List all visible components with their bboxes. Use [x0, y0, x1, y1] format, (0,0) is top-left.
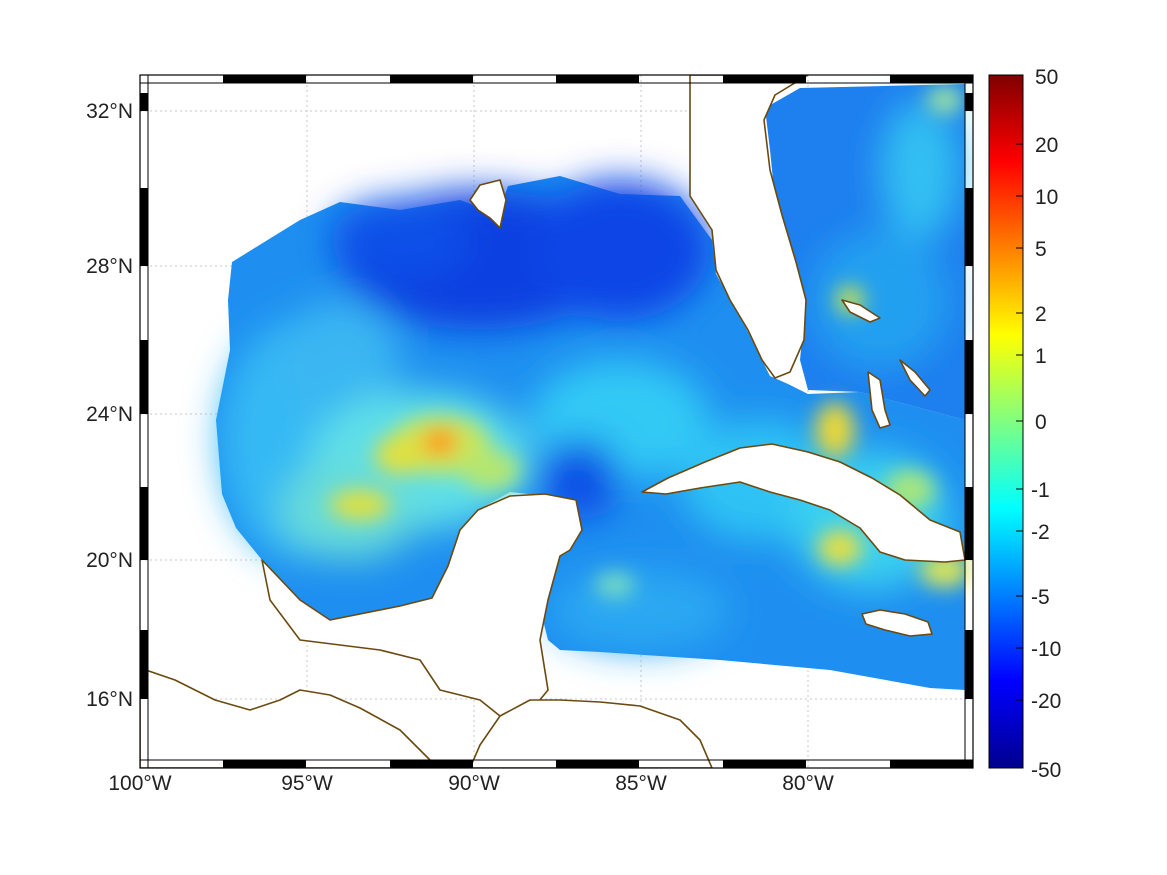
central-america [140, 667, 435, 768]
colorbar-labels: 50 20 10 5 2 1 0 -1 -2 -5 -10 -20 -50 [1031, 66, 1061, 782]
grand-bahama [841, 299, 881, 323]
colorbar-label: 50 [1035, 66, 1058, 89]
map-plot-area [139, 74, 974, 769]
map-frame-left [139, 74, 149, 769]
lon-label-80w: 80°W [782, 772, 834, 795]
latitude-labels: 32°N 28°N 24°N 20°N 16°N [86, 100, 133, 711]
florida [689, 75, 809, 379]
colorbar-label: -2 [1031, 521, 1050, 544]
lon-label-85w: 85°W [615, 772, 667, 795]
longitude-labels: 100°W 95°W 90°W 85°W 80°W [108, 772, 834, 795]
colorbar-label: 0 [1035, 411, 1047, 434]
lon-label-95w: 95°W [281, 772, 333, 795]
lat-label-24n: 24°N [86, 403, 133, 426]
jamaica [861, 609, 933, 637]
colorbar-label: -50 [1031, 759, 1061, 782]
lat-label-20n: 20°N [86, 549, 133, 572]
colorbar-ticks [1016, 143, 1023, 701]
colorbar-label: -20 [1031, 690, 1061, 713]
land-masses [140, 75, 966, 768]
mississippi-delta [469, 179, 507, 229]
lat-label-16n: 16°N [86, 688, 133, 711]
colorbar-label: -5 [1031, 586, 1050, 609]
lat-label-32n: 32°N [86, 100, 133, 123]
great-abaco [899, 359, 931, 397]
colorbar-label: 5 [1035, 238, 1047, 261]
colorbar: 50 20 10 5 2 1 0 -1 -2 -5 -10 -20 -50 [988, 66, 1061, 782]
lon-label-100w: 100°W [108, 772, 171, 795]
map-frame-right [964, 74, 974, 769]
colorbar-label: 10 [1035, 186, 1058, 209]
lat-label-28n: 28°N [86, 255, 133, 278]
lon-label-90w: 90°W [448, 772, 500, 795]
colorbar-label: -1 [1031, 479, 1050, 502]
colorbar-label: 2 [1035, 303, 1047, 326]
colorbar-label: 20 [1035, 134, 1058, 157]
andros-bahamas [867, 371, 891, 429]
colorbar-label: 1 [1035, 345, 1047, 368]
yucatan-peninsula [261, 493, 583, 717]
colorbar-label: -10 [1031, 638, 1061, 661]
